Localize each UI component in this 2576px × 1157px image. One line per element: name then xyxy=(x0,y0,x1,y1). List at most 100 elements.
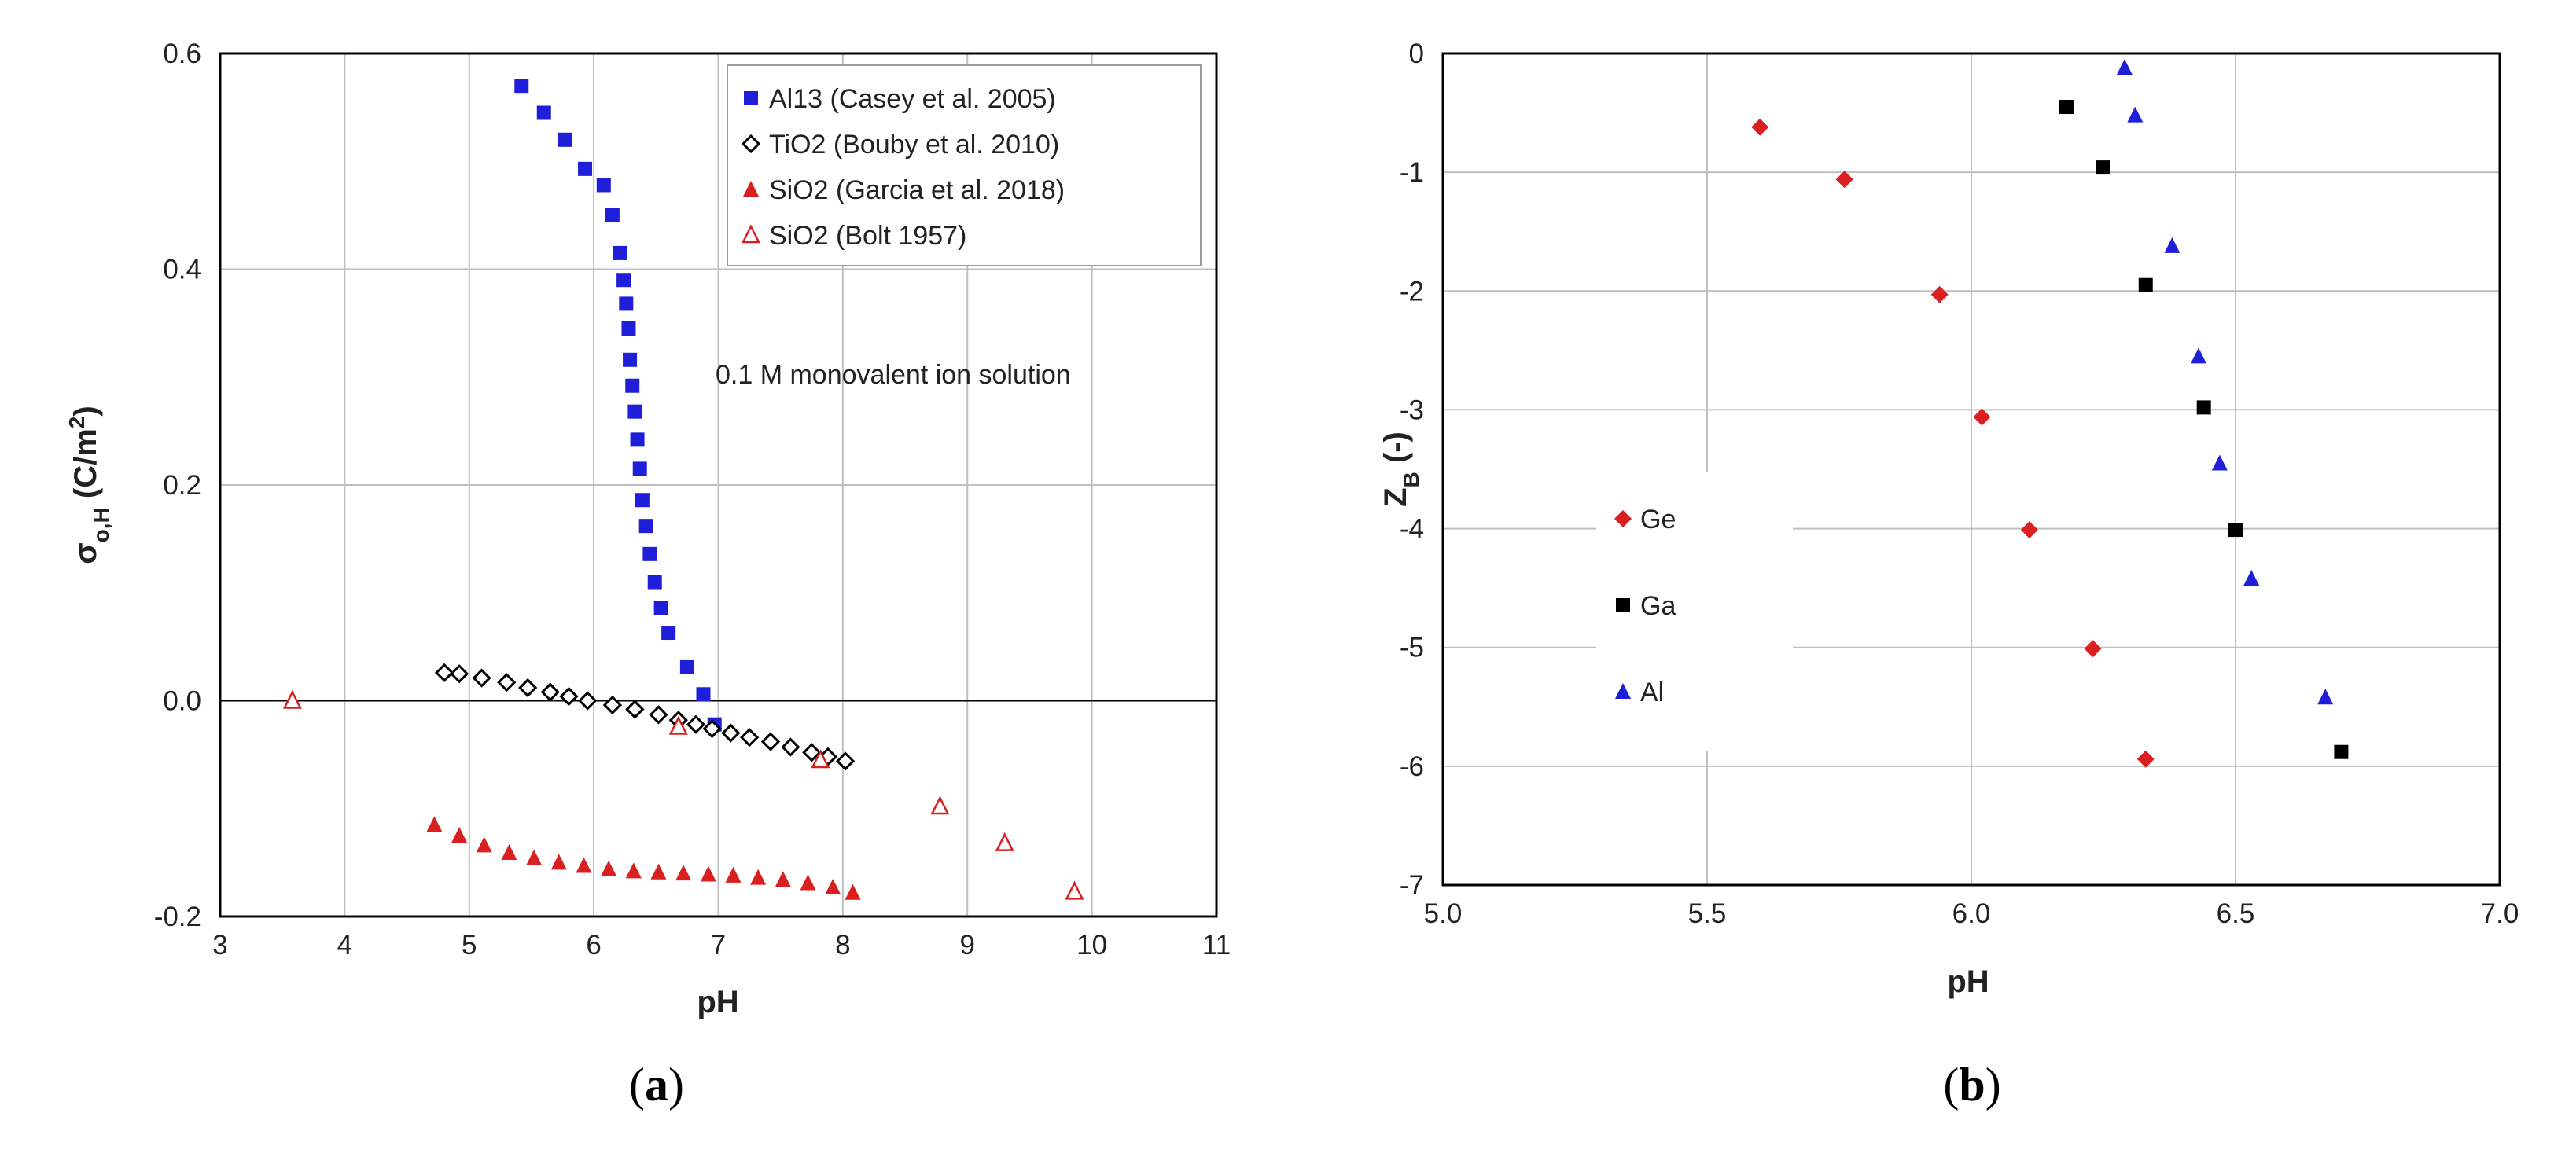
panel-a-point-square xyxy=(642,546,657,561)
panel-b-point-triangle xyxy=(2116,59,2133,75)
panel-a-point-square xyxy=(661,626,676,641)
panel-a-point-diamond-open xyxy=(434,663,454,682)
panel-b-y-tick-label: 0 xyxy=(1409,39,1424,69)
panel-a-point-triangle xyxy=(625,862,642,879)
panel-b-tick-labels: 5.0 5.5 6.0 6.5 7.0 0 -1 -2 -3 -4 -5 -6 -7 xyxy=(1400,39,2519,929)
panel-b-x-tick-label: 5.5 xyxy=(1688,898,1727,929)
panel-a-point-diamond-open xyxy=(835,751,856,771)
panel-b-legend-label: Al xyxy=(1640,678,1664,707)
panel-a-legend-label: TiO2 (Bouby et al. 2010) xyxy=(769,130,1059,160)
panel-b-data-marks xyxy=(1751,59,2349,768)
panel-a-y-axis-title: σo,H (C/m2) xyxy=(64,406,113,564)
panel-a-point-triangle xyxy=(601,860,617,876)
panel-a-x-tick-label: 5 xyxy=(462,930,477,960)
panel-a-point-triangle xyxy=(476,836,492,853)
panel-b-point-triangle xyxy=(2211,454,2228,471)
panel-a-point-square xyxy=(619,296,634,311)
panel-b-y-tick-label: -4 xyxy=(1400,514,1424,545)
panel-a-annotation: 0.1 M monovalent ion solution xyxy=(716,360,1071,390)
panel-b-legend-marker xyxy=(1616,598,1630,612)
panel-a-point-diamond-open xyxy=(540,682,560,702)
panel-a-point-diamond-open xyxy=(578,691,598,711)
panel-b-x-tick-label: 5.0 xyxy=(1424,898,1463,929)
panel-b-gridlines xyxy=(1443,53,2500,885)
panel-a-point-square xyxy=(625,378,640,393)
panel-a-point-diamond-open xyxy=(449,664,469,684)
panel-a-x-tick-label: 8 xyxy=(835,930,850,960)
panel-b-point-triangle xyxy=(2317,689,2334,705)
panel-a-chart: 3 4 5 6 7 8 9 10 11 -0.2 0.0 0.2 0.4 0.6 pH σo,H (C/m… xyxy=(64,39,1231,1111)
panel-a-point-diamond-open xyxy=(781,737,800,757)
panel-a-point-square xyxy=(679,659,694,674)
panel-a-point-square xyxy=(514,79,529,94)
panel-a-plot-frame xyxy=(219,52,1218,918)
panel-b-x-axis-title: pH xyxy=(1947,964,1989,999)
panel-a-point-square xyxy=(653,601,668,615)
panel-b-point-diamond xyxy=(1973,408,1991,426)
panel-a-y-tick-label: 0.2 xyxy=(163,470,201,501)
panel-b-y-tick-label: -5 xyxy=(1400,633,1424,663)
panel-b-point-square xyxy=(2096,160,2110,175)
panel-a-point-square xyxy=(536,105,551,120)
panel-a-legend-label: Al13 (Casey et al. 2005) xyxy=(769,84,1056,114)
panel-a-point-triangle xyxy=(576,857,592,873)
panel-a-legend-marker xyxy=(744,91,758,105)
panel-a-y-tick-label: 0.0 xyxy=(163,686,201,717)
panel-a-legend-marker xyxy=(741,224,761,244)
panel-b-legend: Ge Ga Al xyxy=(1596,472,1793,751)
panel-a-caption: (a) xyxy=(629,1059,684,1111)
panel-a-point-diamond-open xyxy=(497,673,517,692)
panel-a-point-triangle xyxy=(675,865,692,881)
panel-a-x-tick-label: 9 xyxy=(960,930,975,960)
panel-a-point-square xyxy=(632,461,647,476)
panel-a-point-square xyxy=(627,404,642,419)
panel-a-point-square xyxy=(635,493,650,508)
panel-a-point-diamond-open xyxy=(702,719,722,739)
panel-b-point-diamond xyxy=(1835,171,1853,189)
panel-a-point-square xyxy=(621,321,636,336)
panel-a-legend-label: SiO2 (Bolt 1957) xyxy=(769,221,966,251)
panel-b-point-triangle xyxy=(2127,106,2144,123)
panel-a-point-square xyxy=(696,687,711,702)
panel-a-point-diamond-open xyxy=(472,668,491,688)
panel-a-point-triangle xyxy=(526,849,543,865)
panel-b-point-triangle xyxy=(2243,570,2260,586)
panel-b-x-tick-label: 7.0 xyxy=(2481,898,2519,929)
panel-b-chart: Ge Ga Al 5.0 5.5 6.0 6.5 7.0 0 -1 -2 -3 -4 -5 -6 -7 pH… xyxy=(1378,39,2519,1111)
panel-a-x-tick-label: 11 xyxy=(1202,930,1231,960)
panel-a-legend: Al13 (Casey et al. 2005) TiO2 (Bouby et a… xyxy=(727,64,1202,266)
panel-b-y-tick-label: -6 xyxy=(1400,751,1424,782)
panel-b-point-square xyxy=(2228,523,2243,538)
panel-a-x-tick-label: 4 xyxy=(337,930,352,960)
panel-a-point-triangle xyxy=(775,871,791,887)
panel-a-point-triangle xyxy=(501,844,517,861)
panel-a-point-diamond-open xyxy=(802,743,822,762)
panel-b-legend-label: Ga xyxy=(1640,591,1676,621)
panel-a-point-triangle xyxy=(426,816,443,832)
panel-b-point-square xyxy=(2196,400,2211,415)
panel-a-point-triangle xyxy=(700,865,716,882)
panel-a-point-square xyxy=(630,432,645,447)
panel-a-point-triangle xyxy=(725,866,742,883)
panel-a-point-diamond-open xyxy=(721,723,741,743)
panel-a-x-tick-label: 3 xyxy=(212,930,227,960)
panel-a-legend-marker xyxy=(741,134,761,154)
panel-a-point-triangle xyxy=(750,869,767,885)
panel-a-point-diamond-open xyxy=(760,732,781,751)
panel-b-point-diamond xyxy=(2084,640,2102,658)
panel-a-point-square xyxy=(647,575,662,590)
panel-a-point-triangle xyxy=(550,854,567,870)
panel-a-point-triangle-open xyxy=(995,832,1014,851)
panel-a-point-diamond-open xyxy=(649,705,668,725)
panel-a-tick-labels: 3 4 5 6 7 8 9 10 11 -0.2 0.0 0.2 0.4 0.6 xyxy=(154,39,1231,960)
panel-a-point-triangle xyxy=(800,874,816,891)
panel-a-point-triangle-open xyxy=(811,749,830,769)
panel-a-point-triangle xyxy=(845,883,861,900)
panel-a-point-diamond-open xyxy=(739,728,760,747)
panel-a-y-tick-label: 0.6 xyxy=(163,39,201,69)
panel-b-point-square xyxy=(2138,277,2153,292)
panel-b-legend-label: Ge xyxy=(1640,505,1676,534)
panel-a-point-triangle-open xyxy=(282,689,302,709)
panel-a-x-axis-title: pH xyxy=(697,985,738,1019)
